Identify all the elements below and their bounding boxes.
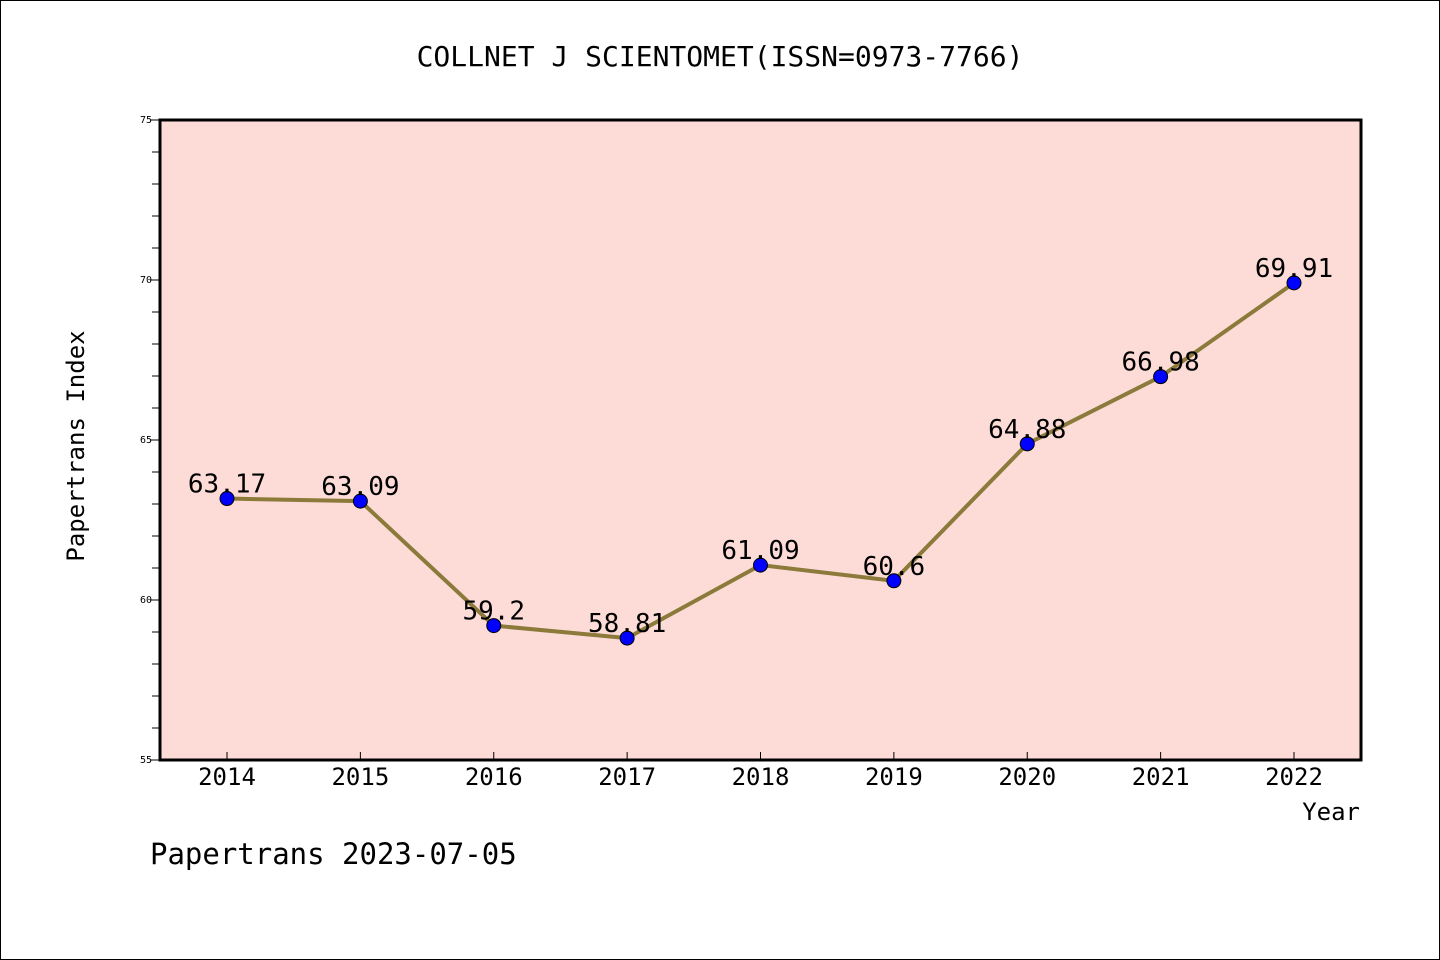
- x-tick-label: 2019: [865, 763, 923, 791]
- y-axis-label: Papertrans Index: [62, 330, 90, 561]
- data-point: [1286, 275, 1302, 291]
- y-tick-label: 65: [140, 435, 152, 446]
- data-point: [1019, 436, 1035, 452]
- data-point: [486, 618, 502, 634]
- data-point: [753, 557, 768, 573]
- footer-text: Papertrans 2023-07-05: [150, 837, 517, 871]
- x-tick-label: 2014: [198, 763, 256, 791]
- data-point: [619, 630, 635, 646]
- data-labels: 63.17 63.09 59.2 58.81 61.09 60.6 64.88 66.98 69…: [188, 254, 1333, 639]
- data-label: 61.09: [721, 536, 799, 566]
- x-tick-label: 2015: [331, 763, 389, 791]
- y-tick-label: 75: [140, 115, 152, 126]
- x-tick-label: 2021: [1132, 763, 1190, 791]
- x-tick-label: 2022: [1265, 763, 1323, 791]
- y-tick-label: 60: [140, 595, 152, 606]
- x-axis-label: Year: [1302, 798, 1360, 826]
- data-points: [219, 275, 1302, 646]
- chart-title: COLLNET J SCIENTOMET(ISSN=0973-7766): [417, 40, 1024, 73]
- data-label: 59.2: [462, 597, 525, 627]
- y-tick-label: 70: [140, 275, 152, 286]
- data-label: 66.98: [1121, 348, 1199, 378]
- data-point: [1153, 369, 1169, 385]
- data-label: 63.09: [321, 472, 399, 502]
- x-tick-label: 2016: [465, 763, 523, 791]
- data-label: 69.91: [1255, 254, 1333, 284]
- data-label: 58.81: [588, 609, 666, 639]
- y-tick-label: 55: [140, 755, 152, 766]
- data-label: 64.88: [988, 415, 1066, 445]
- data-point: [219, 491, 235, 507]
- y-axis-ticks: 55 60 65 70 75: [140, 115, 160, 766]
- data-label: 60.6: [863, 552, 926, 582]
- data-point: [886, 573, 902, 589]
- x-axis-ticks: 2014 2015 2016 2017 2018 2019 2020 2021 2022: [198, 752, 1323, 791]
- plot-area: [158, 118, 1363, 762]
- data-label: 63.17: [188, 470, 266, 500]
- data-point: [352, 493, 368, 509]
- x-tick-label: 2017: [598, 763, 656, 791]
- x-tick-label: 2020: [998, 763, 1056, 791]
- x-tick-label: 2018: [732, 763, 790, 791]
